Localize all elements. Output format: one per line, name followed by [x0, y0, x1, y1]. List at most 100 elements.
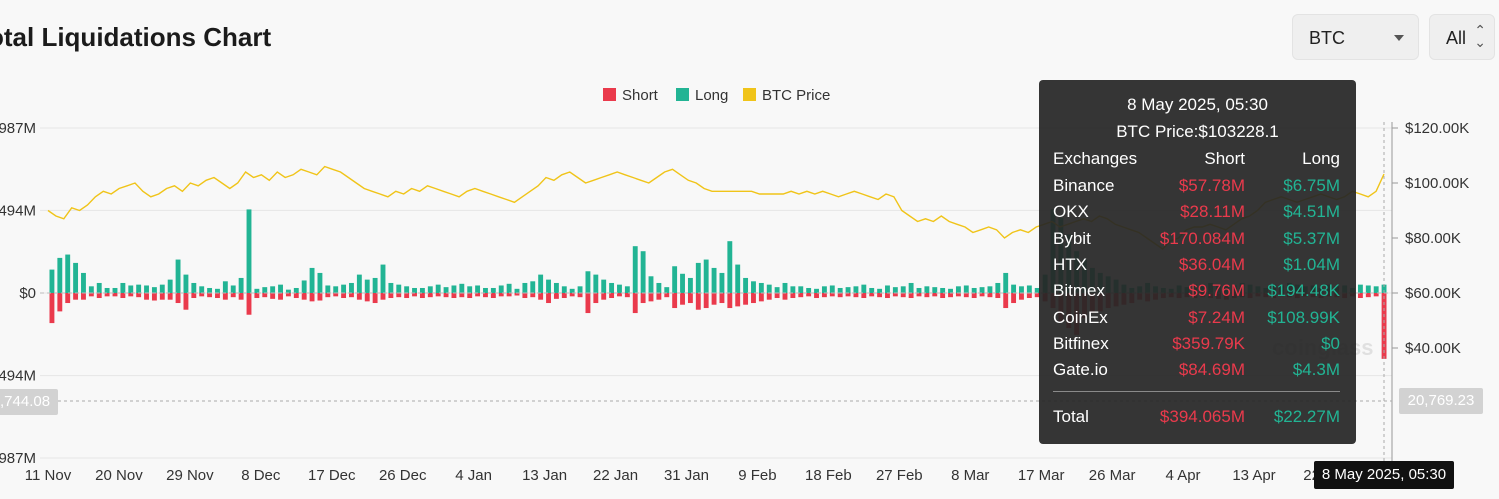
short-bar [971, 293, 977, 299]
right-axis-tick: $40.00K [1405, 340, 1461, 357]
long-bar [806, 287, 812, 293]
short-bar [522, 293, 528, 299]
tooltip-long-value: $1.04M [1283, 254, 1340, 274]
short-bar [727, 293, 733, 309]
long-bar [104, 287, 110, 293]
long-bar [65, 254, 71, 293]
short-bar [892, 293, 898, 297]
long-bar [136, 284, 142, 293]
long-bar [727, 241, 733, 293]
tooltip-long-value: $6.75M [1283, 176, 1340, 195]
short-bar [183, 293, 189, 310]
short-bar [435, 293, 441, 297]
short-bar [293, 293, 299, 299]
tooltip-header: Exchanges Short Long [1053, 149, 1340, 171]
long-bar [514, 288, 520, 293]
short-bar [932, 293, 938, 297]
short-bar [333, 293, 339, 297]
long-bar [183, 274, 189, 293]
tooltip-exchange: Binance [1053, 176, 1115, 195]
short-bar [869, 293, 875, 297]
left-axis-tick: $0 [19, 285, 36, 302]
long-bar [1381, 284, 1387, 293]
tooltip-long-value: $108.99K [1267, 307, 1340, 327]
short-bar [617, 293, 622, 297]
short-bar [632, 293, 638, 314]
long-bar [144, 285, 149, 293]
long-bar [112, 287, 118, 293]
tooltip-exchange: OKX [1053, 202, 1089, 222]
short-bar [380, 293, 386, 300]
short-bar [443, 293, 449, 298]
long-bar [971, 287, 977, 293]
short-bar [254, 293, 260, 299]
long-bar [774, 287, 780, 293]
left-axis-tick: 494M [0, 368, 36, 385]
long-bar [490, 287, 496, 293]
short-bar [136, 293, 142, 298]
tooltip-exchange: HTX [1053, 254, 1087, 274]
short-bar [538, 293, 544, 300]
tooltip-long-value: $4.51M [1283, 202, 1340, 222]
tooltip-exchange: Bitfinex [1053, 333, 1109, 353]
tooltip-divider [1053, 391, 1340, 392]
long-bar [1365, 285, 1371, 293]
long-bar [814, 288, 819, 293]
long-bar [293, 287, 299, 293]
long-bar [159, 284, 165, 293]
short-bar [349, 293, 354, 298]
tooltip-total: Total $394.065M $22.27M [1053, 407, 1340, 429]
tooltip-short-value: $36.04M [1178, 254, 1245, 274]
long-bar [916, 287, 922, 293]
x-axis-tick: 17 Mar [1018, 467, 1065, 484]
long-bar [341, 284, 347, 293]
long-bar [96, 282, 102, 293]
short-bar [814, 293, 819, 299]
long-bar [88, 286, 94, 293]
long-bar [861, 284, 867, 293]
x-axis-tick: 20 Nov [95, 467, 143, 484]
long-bar [687, 277, 693, 293]
long-bar [979, 287, 985, 293]
short-bar [987, 293, 993, 298]
tooltip-exchange: CoinEx [1053, 307, 1108, 327]
tooltip-row: Bybit $170.084M $5.37M [1053, 229, 1340, 251]
long-bar [648, 276, 654, 293]
short-bar [530, 293, 536, 298]
tooltip-row: OKX $28.11M $4.51M [1053, 202, 1340, 224]
long-bar [892, 287, 898, 293]
range-select[interactable]: All ⌃ ⌄ [1429, 14, 1495, 60]
short-bar [238, 293, 244, 300]
short-bar [1365, 293, 1371, 298]
left-axis-tick: 987M [0, 120, 36, 137]
short-bar [159, 293, 165, 300]
short-bar [908, 293, 914, 299]
long-bar [120, 282, 126, 293]
short-bar [167, 293, 173, 300]
long-bar [372, 277, 378, 293]
coin-select[interactable]: BTC [1292, 14, 1419, 60]
long-bar [412, 287, 417, 293]
short-bar [73, 293, 79, 300]
long-bar [656, 282, 662, 293]
short-bar [553, 293, 559, 299]
short-bar [372, 293, 378, 304]
short-bar [1019, 293, 1024, 300]
long-bar [151, 287, 157, 293]
short-bar [364, 293, 370, 302]
long-bar [829, 285, 835, 293]
long-bar [751, 281, 756, 293]
long-bar [1357, 284, 1363, 293]
long-bar [285, 289, 291, 293]
short-bar [624, 293, 630, 298]
long-bar [940, 287, 946, 293]
short-bar [459, 293, 465, 298]
long-bar [664, 287, 670, 293]
tooltip-short-value: $84.69M [1178, 360, 1245, 380]
long-bar [877, 288, 883, 293]
short-bar [735, 293, 741, 307]
long-bar [821, 286, 827, 293]
short-bar [664, 293, 670, 298]
long-bar [388, 282, 394, 293]
x-axis-tick: 27 Feb [876, 467, 923, 484]
